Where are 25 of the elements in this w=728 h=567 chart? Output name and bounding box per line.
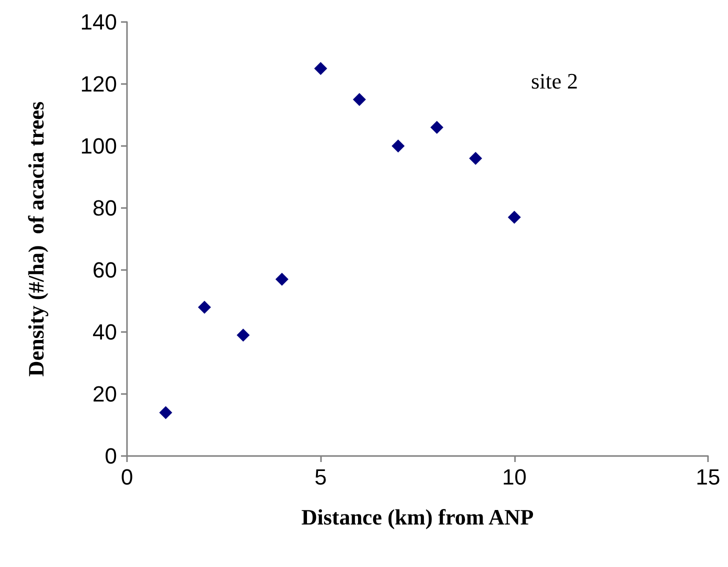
- x-tick-label: 10: [502, 464, 527, 490]
- point: [469, 152, 482, 165]
- y-axis-title: Density (#/ha) of acacia trees: [24, 100, 48, 377]
- point: [198, 300, 211, 314]
- y-tick-label: 60: [92, 258, 117, 282]
- x-tick-label: 5: [314, 464, 327, 490]
- point: [159, 406, 172, 420]
- annotation: site 2: [531, 68, 578, 94]
- point: [314, 62, 328, 75]
- point: [430, 120, 444, 134]
- x-tick-label: 0: [120, 464, 134, 490]
- y-tick-label: 0: [104, 444, 117, 468]
- x-axis-title: Distance (km) from ANP: [301, 504, 534, 530]
- y-tick-label: 20: [92, 382, 117, 406]
- y-tick-label: 140: [80, 10, 117, 34]
- y-tick-label: 100: [80, 134, 117, 158]
- point: [392, 140, 405, 152]
- point: [236, 328, 250, 342]
- point: [352, 93, 366, 106]
- x-tick-label: 15: [696, 464, 720, 490]
- y-tick-label: 80: [92, 196, 117, 220]
- point: [275, 272, 288, 286]
- point: [508, 210, 521, 224]
- y-tick-label: 120: [80, 72, 117, 96]
- y-tick-label: 40: [92, 320, 117, 344]
